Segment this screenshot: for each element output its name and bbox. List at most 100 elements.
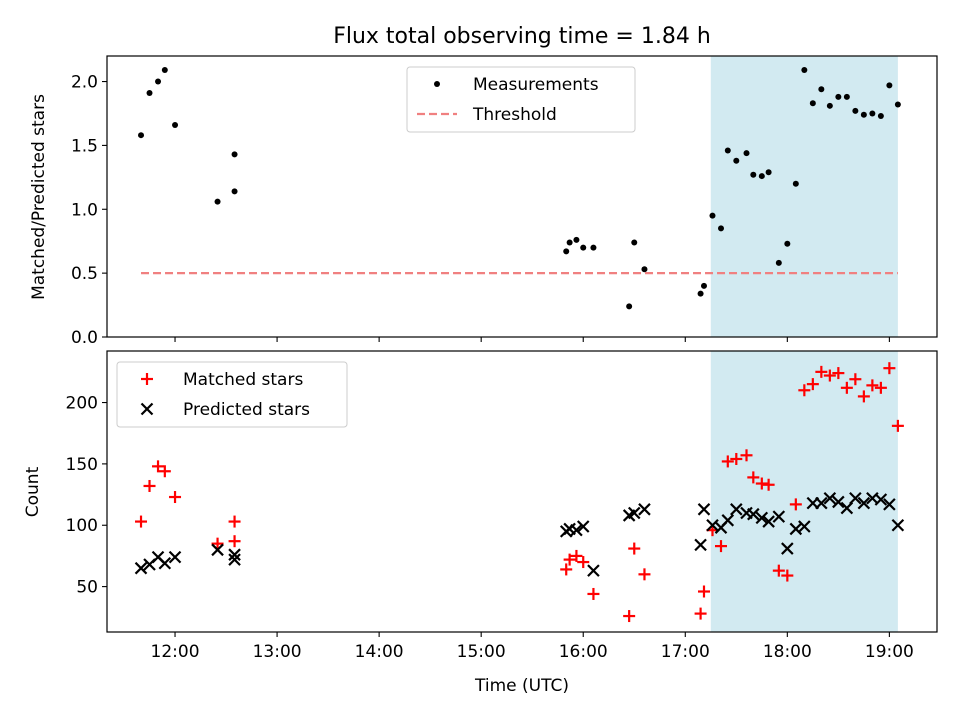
data-point — [832, 367, 845, 380]
x-stroke-b — [638, 503, 651, 516]
data-point — [700, 282, 707, 289]
data-point — [590, 244, 597, 251]
x-stroke-b — [740, 506, 753, 520]
data-point — [840, 381, 853, 394]
data-point — [733, 157, 740, 164]
shaded-region — [710, 56, 898, 337]
data-point — [755, 511, 769, 525]
x-stroke-b — [857, 496, 871, 510]
data-point — [775, 259, 782, 266]
data-point — [714, 540, 727, 553]
y-tick-label: 100 — [66, 516, 98, 536]
data-point — [781, 542, 794, 555]
data-point — [161, 67, 168, 74]
data-point — [724, 147, 731, 154]
data-point — [570, 523, 583, 537]
data-point — [134, 561, 148, 575]
data-point — [809, 100, 816, 107]
data-point — [143, 479, 156, 492]
x-stroke-b — [832, 495, 845, 509]
x-stroke-b — [730, 503, 743, 516]
data-point — [152, 460, 165, 473]
legend-label: Matched stars — [183, 370, 303, 390]
data-point — [772, 510, 786, 523]
x-tick-label: 19:00 — [865, 642, 914, 662]
data-point — [694, 607, 707, 620]
data-point — [894, 101, 901, 108]
x-stroke-b — [587, 564, 600, 577]
data-point — [730, 503, 743, 516]
legend-label: Measurements — [473, 75, 599, 95]
x-stroke-b — [168, 550, 182, 564]
data-point — [214, 198, 221, 205]
y-tick-label: 1.5 — [71, 136, 98, 156]
data-point — [168, 550, 182, 564]
data-point — [781, 569, 794, 582]
data-point — [580, 244, 587, 251]
data-point — [857, 496, 871, 510]
data-point — [857, 390, 870, 403]
data-point — [211, 537, 224, 550]
x-stroke-b — [755, 511, 769, 525]
data-point — [747, 471, 760, 484]
data-point — [566, 239, 573, 246]
data-point — [832, 495, 845, 509]
data-point — [750, 171, 757, 178]
y-tick-label: 2.0 — [71, 73, 98, 93]
data-point — [762, 515, 775, 528]
y-tick-label: 0.0 — [71, 328, 98, 348]
data-point — [211, 543, 224, 557]
data-point — [835, 93, 842, 100]
data-point — [874, 381, 887, 394]
data-point — [762, 478, 775, 491]
data-point — [721, 514, 735, 527]
x-stroke-b — [570, 523, 583, 537]
data-point — [877, 113, 884, 120]
flux-ratio-panel: Flux total observing time = 1.84 h Match… — [29, 24, 938, 348]
x-stroke-b — [815, 496, 828, 510]
legend-box — [116, 361, 348, 428]
data-point — [576, 520, 590, 533]
data-point — [641, 266, 648, 273]
x-stroke-b — [140, 402, 154, 416]
data-point — [792, 180, 799, 187]
x-stroke-b — [849, 491, 862, 505]
x-stroke-b — [874, 493, 888, 506]
x-stroke-b — [789, 522, 803, 536]
y-tick-label: 200 — [66, 394, 98, 414]
data-point — [587, 587, 600, 600]
x-stroke-b — [158, 557, 172, 570]
axes-frame — [106, 55, 938, 338]
data-point — [815, 365, 828, 378]
x-tick-label: 18:00 — [763, 642, 812, 662]
y-axis-label: Matched/Predicted stars — [29, 94, 49, 300]
data-point — [577, 556, 590, 569]
x-stroke-b — [798, 520, 811, 533]
x-stroke-b — [563, 522, 576, 536]
data-point — [717, 225, 724, 232]
data-point — [891, 419, 904, 432]
y-tick-label: 0.5 — [71, 264, 98, 284]
data-point — [883, 362, 896, 375]
data-point — [228, 535, 241, 548]
data-point — [740, 449, 753, 462]
x-axis-label: Time (UTC) — [474, 676, 569, 696]
x-tick-label: 12:00 — [151, 642, 200, 662]
axes-frame — [106, 350, 938, 633]
x-stroke-b — [151, 550, 165, 564]
data-point — [172, 121, 179, 128]
x-stroke-b — [823, 491, 837, 505]
x-stroke-b — [762, 515, 775, 528]
x-tick-label: 16:00 — [559, 642, 608, 662]
legend: Matched stars Predicted stars — [116, 361, 348, 428]
legend-swatch — [434, 81, 440, 87]
data-point — [623, 610, 636, 623]
data-point — [155, 78, 162, 85]
data-point — [228, 553, 241, 566]
data-point — [843, 93, 850, 100]
data-point — [563, 248, 570, 255]
data-point — [158, 557, 172, 570]
shaded-region — [710, 351, 898, 632]
x-stroke-b — [781, 542, 794, 555]
x-stroke-b — [228, 553, 241, 566]
